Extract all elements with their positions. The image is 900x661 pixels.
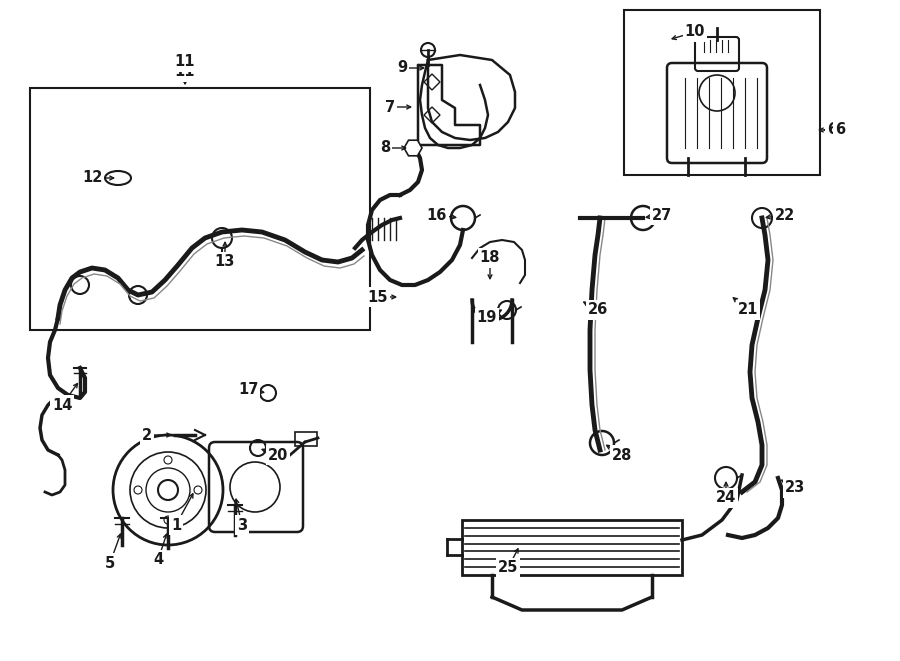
Text: 13: 13 [215, 254, 235, 270]
Text: 1: 1 [171, 518, 181, 533]
Text: 14: 14 [52, 397, 72, 412]
Text: 6: 6 [835, 122, 845, 137]
Text: 10: 10 [685, 24, 706, 40]
Text: 23: 23 [785, 481, 806, 496]
Bar [295, 432, 317, 446]
Text: 2: 2 [142, 428, 152, 442]
Text: 19: 19 [477, 311, 497, 325]
Text: 27: 27 [652, 208, 672, 223]
Text: 16: 16 [427, 208, 447, 223]
Text: 3: 3 [237, 518, 248, 533]
Text: 21: 21 [738, 303, 758, 317]
Text: 22: 22 [775, 208, 795, 223]
Text: 5: 5 [105, 555, 115, 570]
Text: 9: 9 [397, 61, 407, 75]
Text: 17: 17 [238, 383, 258, 397]
Text: 18: 18 [480, 251, 500, 266]
Text: 6: 6 [827, 122, 837, 137]
Bar [462, 520, 682, 575]
Text: 8: 8 [380, 141, 390, 155]
Text: 15: 15 [368, 290, 388, 305]
Text: 11: 11 [175, 54, 195, 69]
Bar [624, 10, 820, 175]
Bar [30, 88, 370, 330]
Text: 7: 7 [385, 100, 395, 114]
Text: 25: 25 [498, 561, 518, 576]
Text: 28: 28 [612, 447, 632, 463]
Text: 12: 12 [82, 171, 103, 186]
Text: 11: 11 [175, 65, 195, 79]
Text: 20: 20 [268, 447, 288, 463]
Text: 4: 4 [153, 553, 163, 568]
Polygon shape [404, 140, 422, 156]
Text: 26: 26 [588, 303, 608, 317]
Text: 24: 24 [716, 490, 736, 506]
